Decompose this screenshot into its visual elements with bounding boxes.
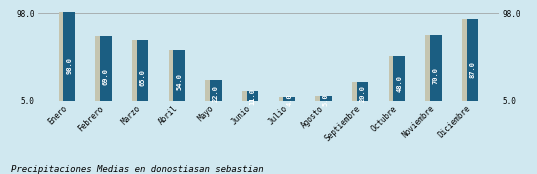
Text: 22.0: 22.0	[213, 85, 219, 101]
Bar	[169, 50, 184, 101]
Text: 11.0: 11.0	[250, 88, 256, 105]
Bar	[132, 39, 147, 101]
Text: 20.0: 20.0	[360, 85, 366, 102]
Text: 4.0: 4.0	[286, 93, 292, 106]
Bar	[425, 35, 441, 101]
Bar	[173, 50, 185, 101]
Text: 65.0: 65.0	[140, 69, 146, 86]
Bar	[320, 96, 332, 101]
Bar	[279, 97, 294, 101]
Bar	[210, 80, 222, 101]
Text: 87.0: 87.0	[469, 61, 476, 78]
Bar	[95, 36, 111, 101]
Bar	[357, 82, 368, 101]
Text: 70.0: 70.0	[433, 67, 439, 84]
Bar	[467, 19, 478, 101]
Bar	[284, 97, 295, 101]
Text: 5.0: 5.0	[323, 93, 329, 105]
Bar	[59, 8, 74, 101]
Text: 69.0: 69.0	[103, 68, 109, 85]
Text: 98.0: 98.0	[66, 57, 72, 74]
Text: 54.0: 54.0	[176, 73, 182, 90]
Bar	[205, 80, 221, 101]
Bar	[393, 56, 405, 101]
Bar	[389, 56, 404, 101]
Bar	[430, 35, 442, 101]
Bar	[137, 39, 148, 101]
Bar	[352, 82, 367, 101]
Bar	[100, 36, 112, 101]
Bar	[242, 90, 257, 101]
Text: Precipitaciones Medias en donostiasan sebastian: Precipitaciones Medias en donostiasan se…	[11, 165, 263, 174]
Bar	[462, 19, 477, 101]
Text: 48.0: 48.0	[396, 75, 402, 92]
Bar	[63, 8, 75, 101]
Bar	[246, 90, 258, 101]
Bar	[315, 96, 331, 101]
